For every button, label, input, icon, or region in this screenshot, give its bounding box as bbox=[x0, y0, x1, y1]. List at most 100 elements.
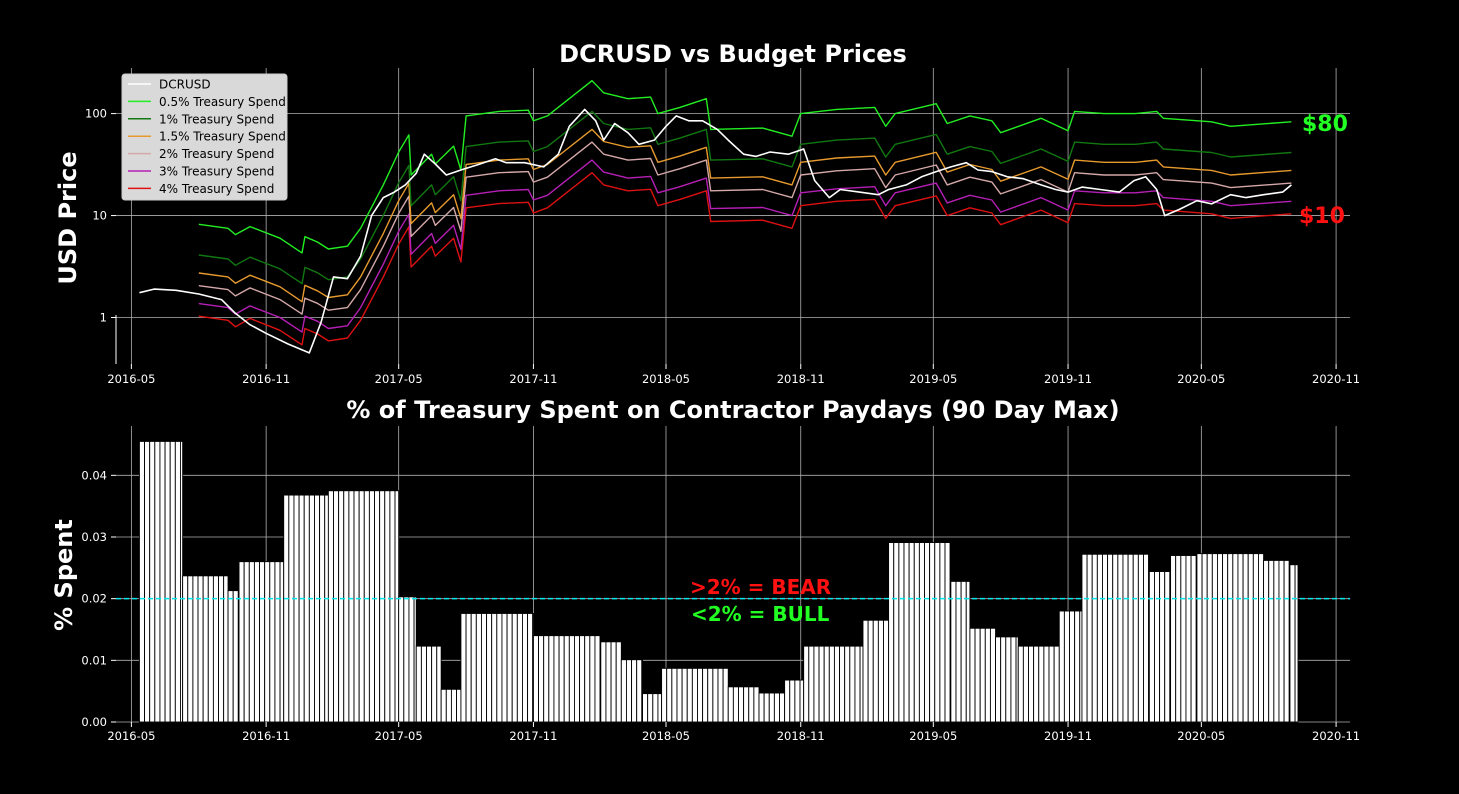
bar bbox=[212, 575, 219, 723]
bar bbox=[553, 635, 560, 723]
bar bbox=[314, 494, 321, 723]
bar bbox=[202, 575, 209, 723]
series-line-3-treasury-spend bbox=[198, 159, 1292, 333]
bottom-x-tick-label: 2018-05 bbox=[642, 729, 690, 743]
bar bbox=[1043, 645, 1050, 723]
bar bbox=[182, 575, 189, 723]
bar bbox=[939, 542, 946, 723]
bar bbox=[707, 667, 714, 723]
bar bbox=[1283, 559, 1290, 723]
bar bbox=[238, 561, 245, 723]
bar bbox=[1038, 645, 1045, 723]
bar bbox=[743, 686, 750, 723]
bar bbox=[283, 494, 290, 723]
bar bbox=[486, 613, 493, 723]
bottom-y-tick-label: 0.00 bbox=[81, 715, 107, 729]
bar bbox=[1263, 559, 1270, 723]
bar bbox=[605, 641, 612, 723]
bar bbox=[950, 580, 957, 723]
bar bbox=[1028, 645, 1035, 723]
bottom-y-tick-label: 0.01 bbox=[81, 653, 107, 667]
bar bbox=[303, 494, 310, 723]
bottom-x-tick-label: 2017-05 bbox=[375, 729, 423, 743]
bar bbox=[253, 561, 260, 723]
top-legend: DCRUSD 0.5% Treasury Spend 1% Treasury Spe… bbox=[121, 73, 288, 201]
bar bbox=[403, 596, 410, 723]
bar bbox=[308, 494, 315, 723]
bar bbox=[1033, 645, 1040, 723]
bar bbox=[232, 590, 239, 723]
bar bbox=[989, 627, 996, 723]
bar bbox=[844, 645, 851, 723]
bar bbox=[903, 542, 910, 723]
bear-annotation: >2% = BEAR bbox=[690, 575, 831, 599]
bar bbox=[374, 490, 381, 723]
bar bbox=[877, 619, 884, 723]
bar bbox=[732, 686, 739, 723]
bar bbox=[974, 627, 981, 723]
series-line-dcrusd bbox=[139, 108, 1292, 354]
bar bbox=[615, 641, 622, 723]
bar bbox=[1091, 553, 1098, 723]
bar bbox=[1164, 571, 1171, 723]
bar bbox=[1069, 610, 1076, 723]
bar bbox=[768, 692, 775, 723]
bar bbox=[426, 645, 433, 723]
legend-entry: 4% Treasury Spend bbox=[159, 182, 274, 196]
bar bbox=[758, 692, 765, 723]
top-x-tick-label: 2016-11 bbox=[242, 372, 290, 386]
bar bbox=[496, 613, 503, 723]
bar bbox=[867, 619, 874, 723]
bar bbox=[1159, 571, 1166, 723]
annotation-10: $10 bbox=[1299, 204, 1345, 229]
top-y-tick-label: 1 bbox=[100, 311, 107, 325]
top-chart-title: DCRUSD vs Budget Prices bbox=[559, 40, 907, 68]
annotation-80: $80 bbox=[1302, 112, 1348, 137]
top-x-tick-label: 2020-05 bbox=[1177, 372, 1225, 386]
bar bbox=[934, 542, 941, 723]
bar bbox=[691, 667, 698, 723]
bar bbox=[1216, 553, 1224, 723]
bar bbox=[789, 679, 796, 723]
bar bbox=[164, 440, 171, 723]
bar bbox=[398, 596, 405, 723]
top-x-tick-label: 2016-05 bbox=[107, 372, 155, 386]
bar bbox=[647, 693, 654, 723]
bar bbox=[888, 542, 895, 723]
bar bbox=[1074, 610, 1081, 723]
bar bbox=[343, 490, 350, 723]
bar bbox=[1273, 559, 1280, 723]
bar bbox=[631, 659, 638, 723]
bar bbox=[600, 641, 607, 723]
bar bbox=[808, 645, 815, 723]
bar bbox=[192, 575, 199, 723]
bar bbox=[686, 667, 693, 723]
bar bbox=[138, 440, 146, 723]
bar bbox=[1086, 553, 1093, 723]
bar bbox=[379, 490, 386, 723]
bar bbox=[394, 490, 400, 723]
bar bbox=[338, 490, 345, 723]
bar bbox=[642, 693, 649, 723]
bar bbox=[610, 641, 617, 723]
bar bbox=[293, 494, 300, 723]
bar bbox=[169, 440, 176, 723]
series-line-0-5-treasury-spend bbox=[198, 80, 1292, 254]
bar bbox=[1143, 553, 1150, 723]
bar bbox=[333, 490, 340, 723]
bar bbox=[722, 667, 729, 723]
bar bbox=[368, 490, 375, 723]
bar bbox=[431, 645, 438, 723]
bar bbox=[799, 679, 805, 723]
bar bbox=[666, 667, 673, 723]
bar bbox=[538, 635, 545, 723]
bar bbox=[1053, 645, 1060, 723]
bar bbox=[288, 494, 295, 723]
top-y-tick-label: 100 bbox=[85, 107, 107, 121]
bar bbox=[1289, 564, 1296, 723]
legend-entry: 0.5% Treasury Spend bbox=[159, 95, 286, 109]
top-x-tick-label: 2017-11 bbox=[509, 372, 557, 386]
bar bbox=[1154, 571, 1161, 723]
bar bbox=[965, 580, 971, 723]
bottom-x-tick-label: 2018-11 bbox=[777, 729, 825, 743]
